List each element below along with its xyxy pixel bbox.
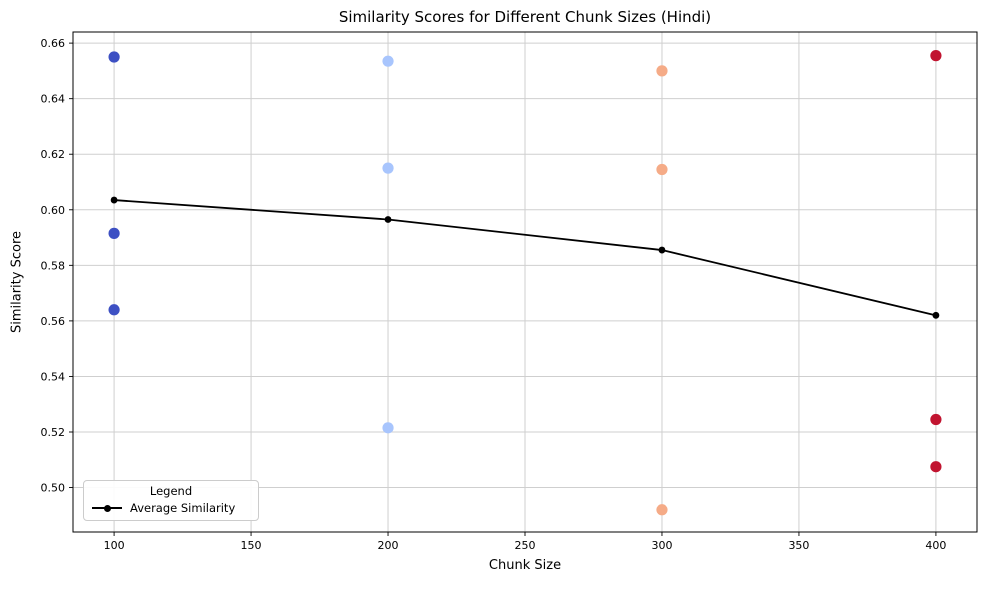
average-point (110, 196, 118, 204)
y-tick-label: 0.64 (41, 93, 66, 106)
scatter-point-chunk-100 (108, 51, 120, 63)
x-tick-label: 100 (104, 539, 125, 552)
scatter-point-chunk-200 (382, 55, 394, 67)
legend-entry-label: Average Similarity (130, 501, 236, 515)
average-similarity-line (114, 199, 937, 317)
y-axis-label: Similarity Score (9, 230, 25, 334)
legend-dot-glyph (103, 504, 111, 512)
scatter-point-chunk-100 (108, 227, 120, 239)
scatter-point-chunk-300 (656, 163, 668, 176)
x-axis-label: Chunk Size (488, 558, 562, 573)
chart-title: Similarity Scores for Different Chunk Si… (338, 8, 712, 26)
x-tick-label: 150 (241, 539, 262, 552)
scatter-point-chunk-200 (382, 162, 394, 174)
y-tick-label: 0.52 (41, 426, 66, 439)
scatter-point-chunk-300 (656, 504, 668, 516)
scatter-point-chunk-200 (382, 422, 394, 434)
scatter-point-chunk-400 (930, 50, 942, 62)
average-line-marker-icon (92, 504, 122, 513)
y-tick-label: 0.54 (41, 370, 66, 383)
legend: Legend Average Similarity (83, 480, 259, 521)
x-tick-label: 350 (788, 539, 809, 552)
x-tick-label: 200 (378, 539, 399, 552)
scatter-point-chunk-400 (930, 461, 942, 473)
y-tick-label: 0.56 (41, 315, 66, 328)
plot-border (72, 31, 978, 533)
average-point (932, 311, 940, 319)
y-tick-label: 0.50 (41, 482, 66, 495)
scatter-point-chunk-300 (656, 65, 668, 77)
x-tick-label: 400 (925, 539, 946, 552)
average-point (658, 246, 666, 254)
y-tick-label: 0.62 (41, 148, 66, 161)
x-tick-label: 300 (651, 539, 672, 552)
legend-entry-average-similarity: Average Similarity (92, 501, 250, 515)
scatter-point-chunk-100 (108, 304, 120, 316)
y-tick-label: 0.60 (41, 204, 66, 217)
legend-title: Legend (149, 484, 193, 498)
y-tick-label: 0.66 (41, 37, 66, 50)
average-point (384, 216, 392, 223)
x-tick-label: 250 (515, 539, 536, 552)
scatter-point-chunk-400 (930, 413, 942, 426)
y-tick-label: 0.58 (41, 259, 66, 272)
